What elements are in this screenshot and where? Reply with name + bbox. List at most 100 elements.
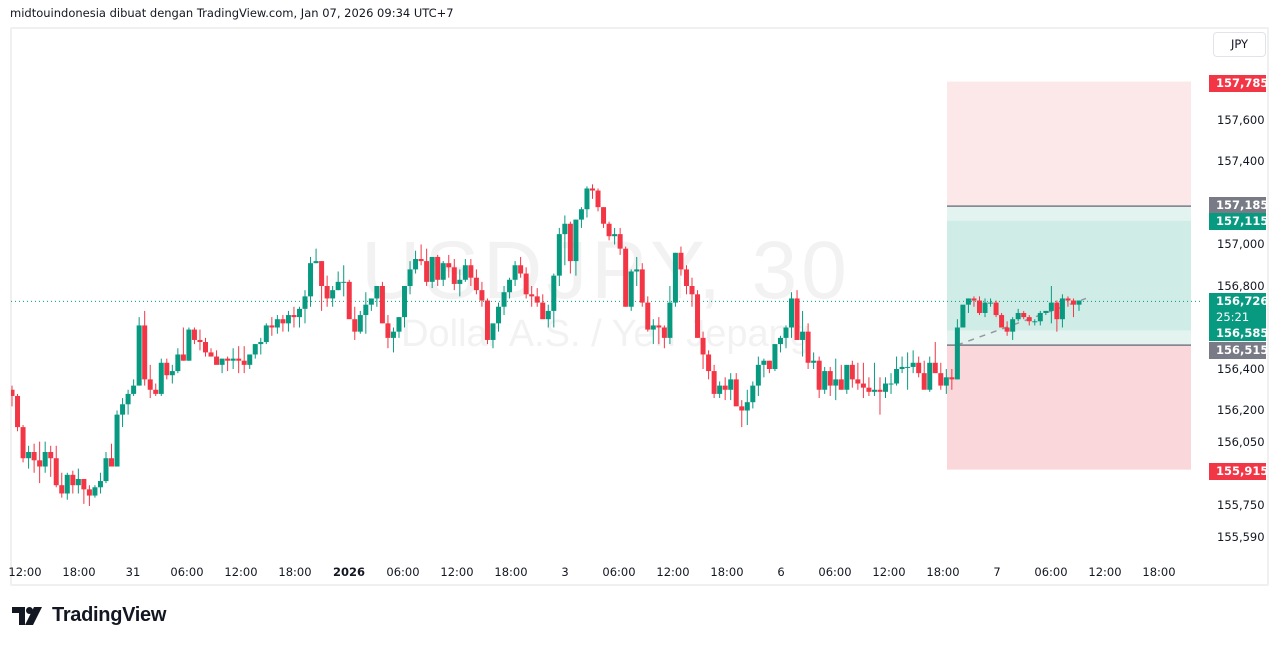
candle-body — [573, 219, 579, 262]
candle-body — [407, 269, 413, 286]
candle-body — [390, 331, 396, 338]
candle-body — [556, 234, 562, 276]
candle-body — [335, 281, 341, 291]
candle-body — [496, 306, 502, 324]
profit-zone-lower — [947, 330, 1191, 346]
candle-body — [833, 379, 839, 386]
candle-body — [584, 188, 590, 210]
candle-body — [589, 188, 595, 191]
candle-body — [717, 385, 723, 394]
candle-body — [175, 354, 181, 372]
candle-body — [518, 265, 524, 274]
candle-body — [932, 362, 938, 374]
candle-body — [789, 298, 795, 328]
candle-body — [269, 325, 275, 328]
candle-body — [291, 315, 297, 318]
price-label: 156,400 — [1217, 362, 1265, 376]
price-badge-gray: 156,515 — [1209, 342, 1268, 359]
candle-body — [954, 327, 960, 380]
candle-body — [656, 325, 662, 328]
candle-body — [42, 452, 48, 467]
candle-body — [136, 325, 142, 386]
tradingview-logo-icon — [12, 606, 42, 625]
candle-body — [501, 292, 507, 307]
price-badge-green: 157,115 — [1209, 213, 1268, 230]
candle-body — [999, 315, 1005, 328]
time-label: 12:00 — [656, 565, 690, 579]
candle-body — [153, 389, 159, 394]
candle-body — [31, 452, 37, 461]
candle-body — [634, 269, 640, 272]
candle-body — [595, 190, 601, 208]
tradingview-logo[interactable]: TradingView — [12, 604, 166, 627]
price-label: 155,590 — [1217, 530, 1265, 544]
candle-body — [894, 369, 900, 384]
tradingview-logo-text: TradingView — [52, 604, 167, 626]
candle-body — [1054, 302, 1060, 320]
candle-body — [131, 385, 137, 394]
candle-body — [667, 302, 673, 338]
candle-body — [606, 223, 612, 237]
candle-body — [125, 393, 131, 405]
candle-body — [462, 265, 468, 280]
candle-body — [855, 379, 861, 384]
candle-body — [512, 265, 518, 280]
chart-frame — [10, 27, 1269, 586]
candle-body — [396, 317, 402, 332]
candle-body — [241, 360, 247, 365]
candle-body — [197, 339, 203, 343]
candle-body — [755, 364, 761, 386]
time-label: 06:00 — [818, 565, 852, 579]
price-badge-red: 157,785 — [1209, 75, 1268, 92]
candle-body — [225, 358, 231, 361]
candle-body — [871, 389, 877, 392]
price-label: 156,050 — [1217, 435, 1265, 449]
price-label: 156,200 — [1217, 403, 1265, 417]
candle-body — [247, 354, 253, 365]
candle-body — [639, 269, 645, 303]
candle-body — [37, 460, 43, 467]
attribution-header: midtouindonesia dibuat dengan TradingVie… — [10, 6, 454, 20]
time-label: 18:00 — [926, 565, 960, 579]
candle-body — [440, 263, 446, 280]
candle-body — [1065, 298, 1071, 301]
candle-body — [921, 373, 927, 390]
candle-body — [252, 344, 258, 355]
candle-body — [777, 337, 783, 345]
candle-body — [866, 387, 872, 392]
time-label: 7 — [993, 565, 1001, 579]
candle-body — [899, 366, 905, 369]
candle-body — [540, 302, 546, 320]
candle-body — [612, 234, 618, 237]
candle-body — [302, 296, 308, 309]
candle-body — [883, 383, 889, 392]
candle-body — [169, 371, 175, 376]
candle-body — [976, 300, 982, 313]
candle-body — [357, 315, 363, 332]
candle-body — [739, 406, 745, 411]
candle-body — [800, 331, 806, 340]
candle-body — [20, 427, 26, 459]
candle-body — [473, 277, 479, 291]
candle-body — [1059, 298, 1065, 320]
candle-body — [811, 360, 817, 363]
target-zone — [947, 345, 1191, 470]
candle-body — [1015, 312, 1021, 320]
position-band-price: 156,585 — [1216, 326, 1269, 340]
candle-body — [706, 354, 712, 372]
currency-button[interactable]: JPY — [1213, 32, 1266, 57]
candle-body — [120, 404, 126, 415]
candle-body — [722, 385, 728, 390]
candle-body — [363, 304, 369, 316]
candle-body — [507, 279, 513, 293]
candle-body — [418, 259, 424, 262]
candle-body — [86, 489, 92, 496]
candle-body — [927, 362, 933, 390]
candle-body — [330, 290, 336, 299]
candle-body — [766, 360, 772, 369]
candle-body — [1004, 327, 1010, 332]
chart-plot-area[interactable]: USDJPY, 30 Dollar A.S. / Yen Jepang — [11, 28, 1201, 557]
candle-body — [601, 207, 607, 224]
candle-body — [346, 281, 352, 320]
price-label: 157,600 — [1217, 113, 1265, 127]
